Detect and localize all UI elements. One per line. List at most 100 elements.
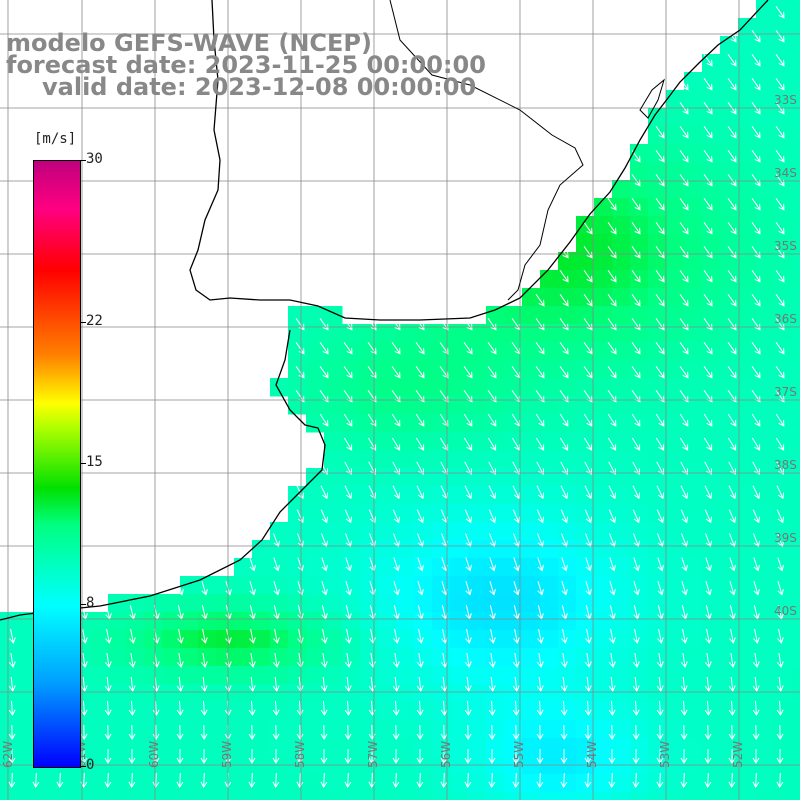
wind-cell <box>702 720 721 739</box>
wind-arrow <box>536 700 544 716</box>
wind-cell <box>666 126 685 145</box>
wind-cell <box>414 612 433 631</box>
wind-arrow <box>631 318 641 331</box>
wind-cell <box>630 702 649 721</box>
wind-arrow <box>343 413 353 427</box>
wind-cell <box>684 108 703 127</box>
wind-arrow <box>584 509 592 524</box>
wind-cell <box>522 342 541 361</box>
wind-arrow <box>417 581 424 596</box>
wind-arrow <box>200 653 208 668</box>
wind-cell <box>198 720 217 739</box>
wind-cell <box>486 522 505 541</box>
wind-cell <box>414 324 433 343</box>
wind-arrow <box>632 485 641 500</box>
wind-arrow <box>392 748 400 764</box>
wind-arrow <box>343 366 353 379</box>
wind-cell <box>450 594 469 613</box>
wind-arrow <box>440 700 448 716</box>
wind-cell <box>792 414 800 433</box>
longitude-label: 58W <box>293 741 307 768</box>
wind-cell <box>666 738 685 757</box>
wind-arrow <box>585 533 592 548</box>
wind-cell <box>756 378 775 397</box>
wind-cell <box>648 648 667 667</box>
wind-cell <box>198 612 217 631</box>
wind-cell <box>648 342 667 361</box>
wind-cell <box>648 486 667 505</box>
wind-cell <box>648 522 667 541</box>
wind-cell <box>522 468 541 487</box>
wind-cell <box>594 216 613 235</box>
wind-cell <box>684 792 703 800</box>
wind-arrow <box>320 700 328 716</box>
wind-arrow <box>392 724 400 740</box>
wind-cell <box>396 432 415 451</box>
wind-cell <box>684 360 703 379</box>
wind-cell <box>720 270 739 289</box>
wind-cell <box>324 630 343 649</box>
wind-arrow <box>584 700 592 716</box>
wind-cell <box>702 144 721 163</box>
wind-cell <box>468 378 487 397</box>
wind-cell <box>576 378 595 397</box>
wind-arrow <box>609 557 616 572</box>
wind-cell <box>792 198 800 217</box>
wind-cell <box>738 594 757 613</box>
wind-cell <box>486 324 505 343</box>
wind-arrow <box>369 629 376 644</box>
wind-cell <box>558 270 577 289</box>
wind-cell <box>720 702 739 721</box>
wind-arrow <box>152 700 160 716</box>
wind-cell <box>738 126 757 145</box>
wind-arrow <box>319 318 329 331</box>
wind-cell <box>0 738 19 757</box>
wind-cell <box>144 594 163 613</box>
wind-cell <box>522 594 541 613</box>
wind-arrow <box>753 533 760 548</box>
wind-cell <box>324 324 343 343</box>
wind-cell <box>144 630 163 649</box>
wind-arrow <box>583 318 593 331</box>
wind-arrow <box>703 174 713 187</box>
wind-cell <box>684 144 703 163</box>
colorbar-tick-label: 22 <box>86 312 103 329</box>
wind-cell <box>0 630 19 649</box>
wind-arrow <box>609 629 616 644</box>
wind-arrow <box>751 54 761 67</box>
wind-arrow <box>727 366 737 379</box>
wind-cell <box>432 594 451 613</box>
wind-arrow <box>751 30 761 43</box>
wind-cell <box>432 450 451 469</box>
wind-arrow <box>536 461 545 476</box>
wind-arrow <box>296 509 304 524</box>
wind-cell <box>594 792 613 800</box>
wind-arrow <box>248 724 256 740</box>
wind-cell <box>180 648 199 667</box>
wind-arrow <box>320 748 328 764</box>
wind-cell <box>648 306 667 325</box>
colorbar-tick-mark <box>80 160 86 161</box>
wind-cell <box>126 792 145 800</box>
wind-cell <box>594 558 613 577</box>
wind-arrow <box>559 413 569 427</box>
wind-cell <box>0 720 19 739</box>
wind-cell <box>558 774 577 793</box>
wind-arrow <box>463 342 473 355</box>
wind-cell <box>648 270 667 289</box>
wind-cell <box>396 702 415 721</box>
wind-cell <box>450 630 469 649</box>
wind-cell <box>756 522 775 541</box>
wind-arrow <box>488 700 496 716</box>
wind-cell <box>666 576 685 595</box>
wind-cell <box>774 792 793 800</box>
wind-cell <box>108 738 127 757</box>
wind-arrow <box>535 318 545 331</box>
wind-cell <box>522 576 541 595</box>
wind-cell <box>558 738 577 757</box>
wind-cell <box>756 252 775 271</box>
wind-arrow <box>655 198 665 211</box>
wind-cell <box>270 378 289 397</box>
wind-arrow <box>488 772 496 788</box>
wind-arrow <box>104 700 112 716</box>
